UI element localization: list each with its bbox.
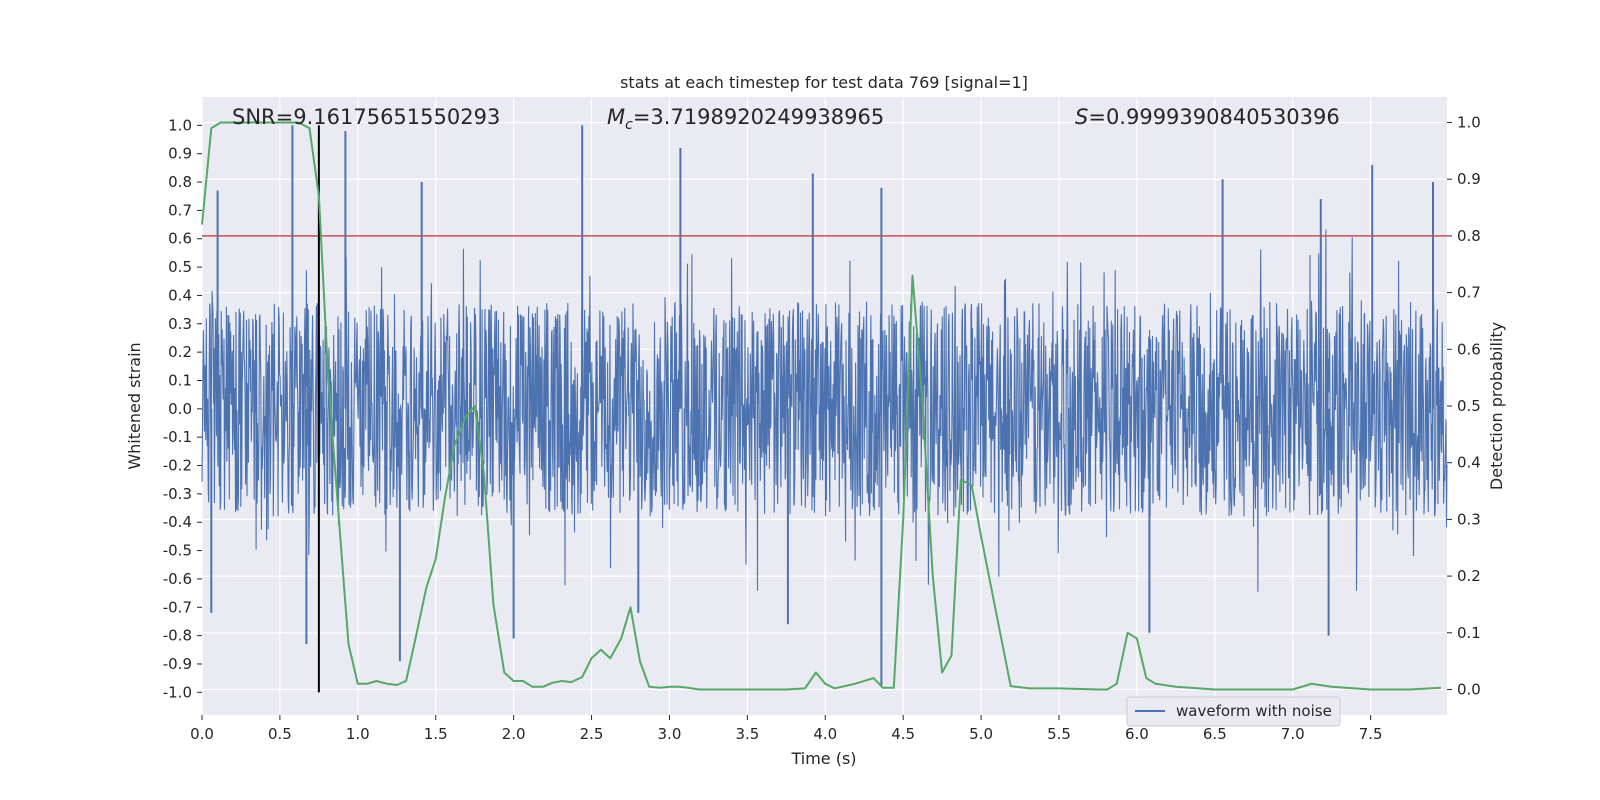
y-tick-label: -1.0 (163, 683, 192, 701)
y2-axis-ticks: 1.0 0.9 0.8 0.7 0.6 0.5 0.4 0.3 0.2 0.1 0.0 (1447, 114, 1481, 698)
chirp-mass-annotation: Mc=3.7198920249938965 (607, 105, 884, 133)
chart-title: stats at each timestep for test data 769… (620, 73, 1028, 92)
x-tick-label: 6.5 (1203, 725, 1227, 743)
y2-axis-label: Detection probability (1487, 322, 1506, 490)
y-tick-label: 0.7 (168, 201, 192, 219)
y-tick-label: -0.6 (163, 570, 192, 588)
y2-tick-label: 0.9 (1457, 170, 1481, 188)
x-tick-label: 0.5 (268, 725, 292, 743)
y-tick-label: 0.5 (168, 258, 192, 276)
score-value: =0.9999390840530396 (1088, 105, 1339, 129)
x-tick-label: 7.0 (1281, 725, 1305, 743)
x-tick-label: 7.5 (1359, 725, 1383, 743)
detection-probability-line (201, 121, 1441, 691)
y-tick-label: -0.2 (163, 457, 192, 475)
y-tick-label: 0.8 (168, 173, 192, 191)
y-tick-label: -0.3 (163, 485, 192, 503)
y2-tick-label: 0.5 (1457, 397, 1481, 415)
y-tick-label: 0.2 (168, 343, 192, 361)
y-tick-label: 0.6 (168, 230, 192, 248)
y2-tick-label: 0.1 (1457, 624, 1481, 642)
y-axis-ticks: 1.0 0.9 0.8 0.7 0.6 0.5 0.4 0.3 0.2 0.1 0.0 -0.1 -0.… (163, 116, 202, 701)
y-tick-label: 0.0 (168, 400, 192, 418)
x-tick-label: 5.0 (969, 725, 993, 743)
chirp-mass-symbol: M (607, 105, 625, 129)
x-tick-label: 1.0 (346, 725, 370, 743)
y2-tick-label: 0.3 (1457, 510, 1481, 528)
waveform-series (201, 125, 1448, 687)
y2-tick-label: 1.0 (1457, 114, 1481, 132)
score-annotation: S=0.9999390840530396 (1075, 105, 1340, 129)
y-tick-label: 1.0 (168, 116, 192, 134)
x-tick-label: 3.5 (735, 725, 759, 743)
y-tick-label: -0.1 (163, 428, 192, 446)
y-tick-label: -0.5 (163, 542, 192, 560)
x-tick-label: 5.5 (1047, 725, 1071, 743)
x-axis-label: Time (s) (790, 749, 856, 768)
y-tick-label: 0.4 (168, 286, 192, 304)
chirp-mass-subscript: c (625, 117, 633, 133)
legend-box (1126, 696, 1341, 727)
y2-tick-label: 0.2 (1457, 567, 1481, 585)
waveform-path (201, 229, 1448, 592)
y2-tick-label: 0.6 (1457, 340, 1481, 358)
legend-label-waveform: waveform with noise (1176, 702, 1332, 720)
y2-tick-label: 0.8 (1457, 227, 1481, 245)
snr-annotation: SNR=9.16175651550293 (232, 105, 500, 129)
y2-tick-label: 0.0 (1457, 680, 1481, 698)
y-tick-label: -0.7 (163, 598, 192, 616)
y2-tick-label: 0.4 (1457, 454, 1481, 472)
y-tick-label: 0.3 (168, 315, 192, 333)
x-tick-label: 4.5 (891, 725, 915, 743)
y-tick-label: -0.8 (163, 627, 192, 645)
x-tick-label: 2.5 (580, 725, 604, 743)
chirp-mass-value: =3.7198920249938965 (633, 105, 884, 129)
x-tick-label: 6.0 (1125, 725, 1149, 743)
y-tick-label: -0.9 (163, 655, 192, 673)
y-tick-label: 0.1 (168, 371, 192, 389)
x-tick-label: 0.0 (190, 725, 214, 743)
waveform-spikes (210, 125, 1434, 687)
y2-tick-label: 0.7 (1457, 284, 1481, 302)
y-axis-label: Whitened strain (125, 342, 144, 469)
score-symbol: S (1075, 105, 1088, 129)
x-tick-label: 2.0 (502, 725, 526, 743)
legend: waveform with noise (1126, 696, 1341, 727)
x-tick-label: 1.5 (424, 725, 448, 743)
y-tick-label: 0.9 (168, 145, 192, 163)
x-axis-ticks: 0.0 0.5 1.0 1.5 2.0 2.5 3.0 3.5 4.0 4.5 5.0 5.5 6.0 6… (190, 715, 1383, 743)
x-tick-label: 4.0 (813, 725, 837, 743)
x-tick-label: 3.0 (658, 725, 682, 743)
y-tick-label: -0.4 (163, 513, 192, 531)
